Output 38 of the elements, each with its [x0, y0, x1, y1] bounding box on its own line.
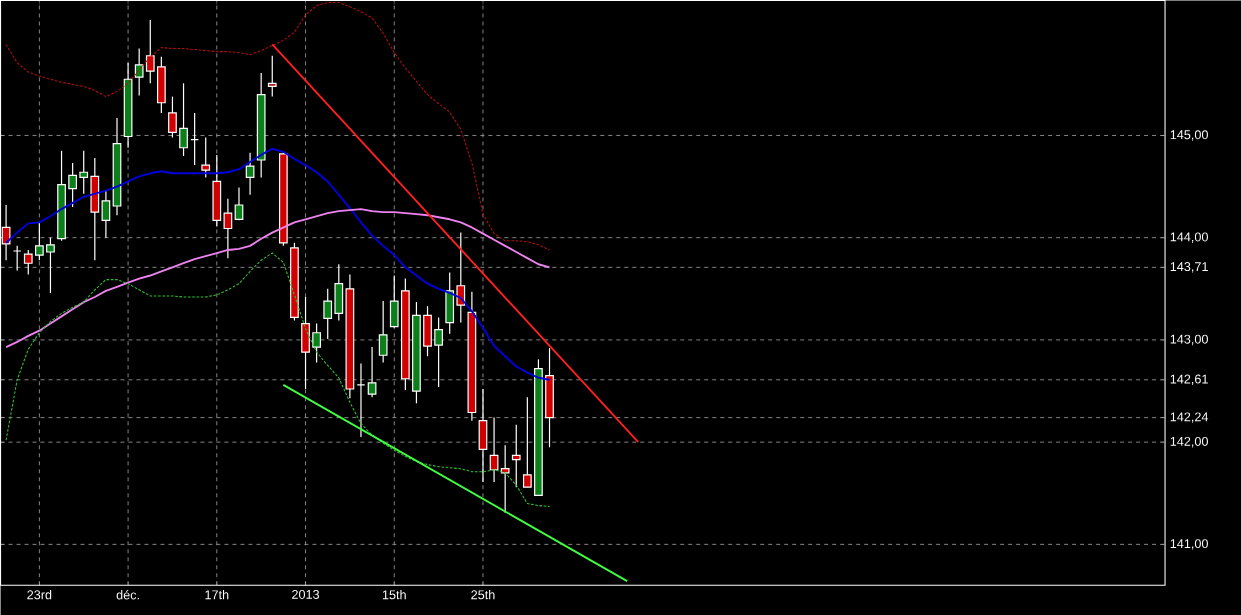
- candlestick: [46, 236, 55, 294]
- candlestick: [323, 288, 333, 340]
- candlestick: [312, 322, 321, 363]
- x-tick-label: 15th: [382, 589, 406, 600]
- candlestick: [234, 186, 244, 221]
- candlestick: [223, 198, 233, 259]
- candlestick: [378, 300, 388, 363]
- x-tick-label: 17th: [205, 589, 229, 600]
- candlestick: [456, 231, 466, 324]
- candlestick: [367, 346, 377, 398]
- y-tick-label: 145,00: [1170, 130, 1208, 141]
- x-tick-label: déc.: [116, 589, 139, 600]
- x-tick-label: 2013: [292, 589, 320, 599]
- y-tick-label: 143,71: [1170, 261, 1208, 273]
- x-tick-label: 25th: [471, 589, 495, 600]
- candlestick: [101, 189, 111, 239]
- candlestick: [201, 136, 211, 178]
- candlestick: [522, 396, 532, 488]
- candlestick: [79, 150, 89, 195]
- x-tick-label: 23rd: [27, 589, 52, 600]
- candlestick: [267, 55, 277, 98]
- candlestick: [245, 152, 255, 196]
- candlestick: [68, 162, 77, 208]
- candlestick: [134, 47, 144, 97]
- candlestick: [179, 82, 188, 157]
- y-tick-label: 144,00: [1170, 232, 1208, 243]
- candlestick: [500, 444, 510, 514]
- y-tick-label: 142,61: [1170, 374, 1208, 385]
- y-tick-label: 142,24: [1170, 412, 1209, 423]
- candlestick: [434, 316, 443, 388]
- candlestick: [511, 424, 521, 488]
- y-tick-label: 141,00: [1170, 539, 1208, 550]
- candlestick: [23, 249, 33, 275]
- candlestick: [34, 221, 44, 261]
- y-tick-label: 143,00: [1170, 334, 1208, 346]
- candlestick: [168, 95, 177, 138]
- y-tick-label: 142,00: [1170, 436, 1208, 448]
- candlestick: [145, 19, 155, 84]
